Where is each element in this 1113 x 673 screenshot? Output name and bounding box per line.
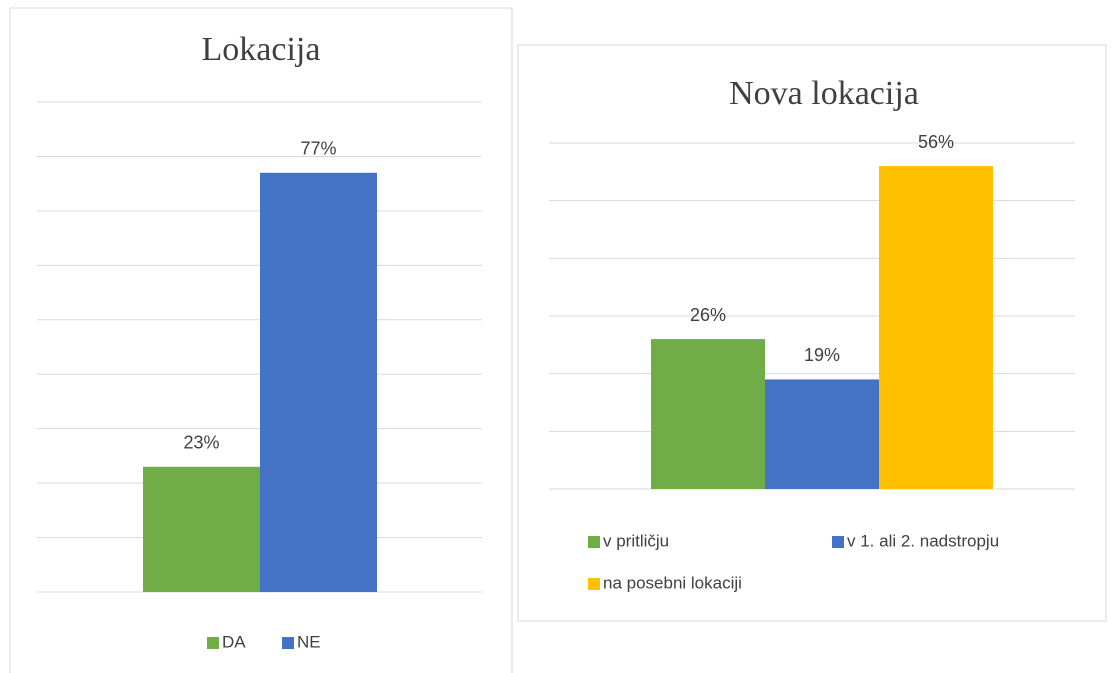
- chart-title: Nova lokacija: [729, 75, 919, 112]
- legend-swatch: [207, 637, 219, 649]
- value-label: 56%: [918, 132, 954, 152]
- chart-title: Lokacija: [202, 31, 321, 68]
- legend-swatch: [832, 536, 844, 548]
- chart-frame: [517, 44, 1107, 622]
- legend-swatch: [282, 637, 294, 649]
- legend-label: na posebni lokaciji: [603, 573, 742, 592]
- bar: [879, 166, 993, 490]
- bar: [651, 339, 765, 489]
- legend-label: DA: [222, 632, 246, 651]
- legend-swatch: [588, 578, 600, 590]
- legend-label: v pritličju: [603, 531, 669, 550]
- bar: [765, 379, 879, 489]
- bar: [260, 172, 377, 592]
- legend-label: v 1. ali 2. nadstropju: [847, 531, 999, 550]
- legend-swatch: [588, 536, 600, 548]
- value-label: 26%: [690, 305, 726, 325]
- legend-label: NE: [297, 632, 321, 651]
- value-label: 23%: [183, 433, 219, 453]
- value-label: 19%: [804, 345, 840, 365]
- bar: [143, 466, 260, 592]
- value-label: 77%: [300, 139, 336, 159]
